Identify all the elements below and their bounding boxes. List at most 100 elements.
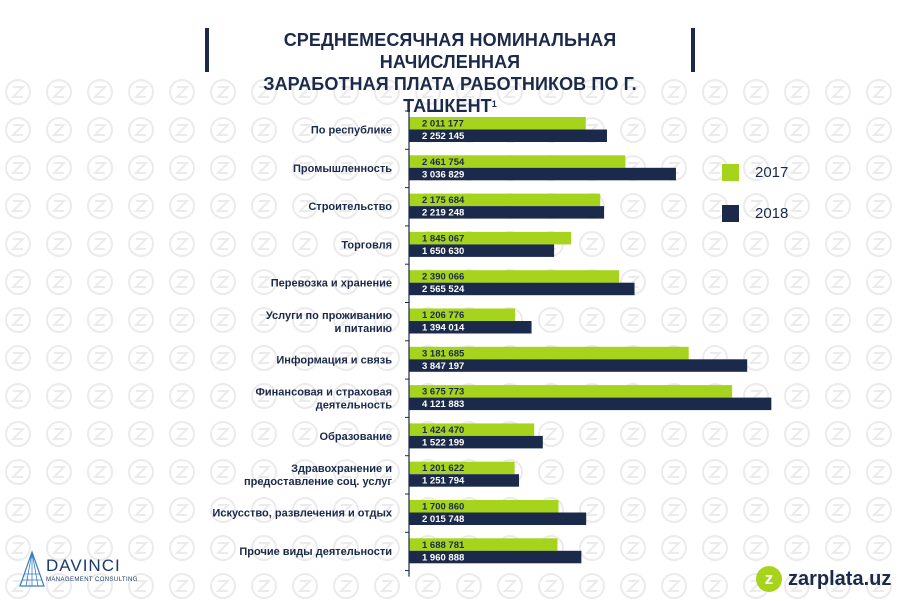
- pattern-coin-icon: [87, 307, 113, 333]
- pattern-coin-icon: [5, 497, 31, 523]
- pattern-coin-icon: [87, 421, 113, 447]
- pattern-coin-icon: [169, 193, 195, 219]
- bar-2017: [409, 423, 535, 436]
- pattern-coin-icon: [5, 269, 31, 295]
- pattern-coin-icon: [538, 421, 564, 447]
- data-label-2017: 1 688 781: [422, 540, 465, 551]
- data-label-2018: 1 650 630: [422, 246, 464, 257]
- pattern-coin-icon: [784, 573, 810, 599]
- pattern-coin-icon: [128, 117, 154, 143]
- pattern-coin-icon: [538, 573, 564, 599]
- pattern-coin-icon: [87, 117, 113, 143]
- pattern-coin-icon: [333, 497, 359, 523]
- pattern-coin-icon: [46, 459, 72, 485]
- pattern-coin-icon: [374, 231, 400, 257]
- pattern-coin-icon: [333, 421, 359, 447]
- pattern-coin-icon: [87, 231, 113, 257]
- bar-2017: [409, 385, 733, 398]
- pattern-coin-icon: [46, 345, 72, 371]
- data-label-2017: 1 700 860: [422, 502, 464, 513]
- pattern-coin-icon: [210, 117, 236, 143]
- pattern-coin-icon: [866, 345, 892, 371]
- pattern-coin-icon: [333, 345, 359, 371]
- pattern-coin-icon: [702, 497, 728, 523]
- pattern-coin-icon: [784, 383, 810, 409]
- data-label-2017: 2 461 754: [422, 157, 465, 168]
- pattern-coin-icon: [866, 497, 892, 523]
- pattern-coin-icon: [292, 193, 318, 219]
- pattern-coin-icon: [702, 117, 728, 143]
- bar-2017: [409, 270, 620, 283]
- data-label-2018: 1 251 794: [422, 476, 465, 487]
- pattern-coin-icon: [743, 421, 769, 447]
- pattern-coin-icon: [825, 307, 851, 333]
- pattern-coin-icon: [579, 459, 605, 485]
- pattern-coin-icon: [251, 497, 277, 523]
- pattern-coin-icon: [169, 383, 195, 409]
- bar-2017: [409, 308, 516, 321]
- zarplata-name: zarplata.uz: [788, 567, 892, 590]
- pattern-coin-icon: [210, 307, 236, 333]
- pattern-coin-icon: [128, 573, 154, 599]
- pattern-coin-icon: [538, 79, 564, 105]
- davinci-name: DAVINCI: [46, 556, 121, 575]
- pattern-coin-icon: [702, 573, 728, 599]
- davinci-sail-icon: [19, 550, 45, 587]
- pattern-coin-icon: [620, 459, 646, 485]
- pattern-coin-icon: [46, 117, 72, 143]
- pattern-coin-icon: [46, 573, 72, 599]
- data-label-2017: 1 206 776: [422, 310, 464, 321]
- pattern-coin-icon: [128, 459, 154, 485]
- pattern-coin-icon: [661, 535, 687, 561]
- pattern-coin-icon: [169, 535, 195, 561]
- bar-2018: [409, 397, 772, 411]
- pattern-coin-icon: [333, 231, 359, 257]
- pattern-coin-icon: [620, 535, 646, 561]
- pattern-coin-icon: [374, 307, 400, 333]
- pattern-coin-icon: [866, 231, 892, 257]
- pattern-coin-icon: [579, 421, 605, 447]
- pattern-coin-icon: [210, 193, 236, 219]
- pattern-coin-icon: [702, 231, 728, 257]
- pattern-coin-icon: [374, 117, 400, 143]
- pattern-coin-icon: [374, 155, 400, 181]
- pattern-coin-icon: [620, 497, 646, 523]
- pattern-coin-icon: [251, 307, 277, 333]
- title-left-bar: [205, 28, 209, 72]
- pattern-coin-icon: [374, 383, 400, 409]
- pattern-coin-icon: [169, 117, 195, 143]
- pattern-coin-icon: [169, 269, 195, 295]
- bar-2018: [409, 206, 605, 219]
- legend-swatch-2018: [722, 204, 739, 222]
- category-label: Здравохранение и предоставление соц. услу…: [244, 463, 392, 488]
- pattern-coin-icon: [333, 79, 359, 105]
- pattern-coin-icon: [5, 345, 31, 371]
- pattern-coin-icon: [374, 79, 400, 105]
- pattern-coin-icon: [374, 193, 400, 219]
- pattern-coin-icon: [784, 307, 810, 333]
- legend-item-2017: 2017: [722, 160, 788, 184]
- pattern-coin-icon: [825, 535, 851, 561]
- pattern-coin-icon: [128, 79, 154, 105]
- pattern-coin-icon: [702, 535, 728, 561]
- pattern-coin-icon: [251, 573, 277, 599]
- pattern-coin-icon: [333, 573, 359, 599]
- pattern-coin-icon: [825, 79, 851, 105]
- pattern-coin-icon: [5, 79, 31, 105]
- pattern-coin-icon: [210, 155, 236, 181]
- category-label: Торговля: [341, 239, 392, 251]
- pattern-coin-icon: [46, 497, 72, 523]
- pattern-coin-icon: [5, 155, 31, 181]
- data-label-2017: 2 011 177: [422, 119, 464, 130]
- pattern-coin-icon: [5, 459, 31, 485]
- pattern-coin-icon: [620, 193, 646, 219]
- category-label: Финансовая и страховая деятельность: [256, 387, 393, 412]
- pattern-coin-icon: [374, 535, 400, 561]
- data-label-2018: 1 394 014: [422, 323, 465, 334]
- pattern-coin-icon: [333, 193, 359, 219]
- pattern-coin-icon: [169, 345, 195, 371]
- pattern-coin-icon: [333, 155, 359, 181]
- legend-swatch-2017: [722, 163, 739, 181]
- legend-label-2017: 2017: [755, 163, 789, 181]
- pattern-coin-icon: [210, 421, 236, 447]
